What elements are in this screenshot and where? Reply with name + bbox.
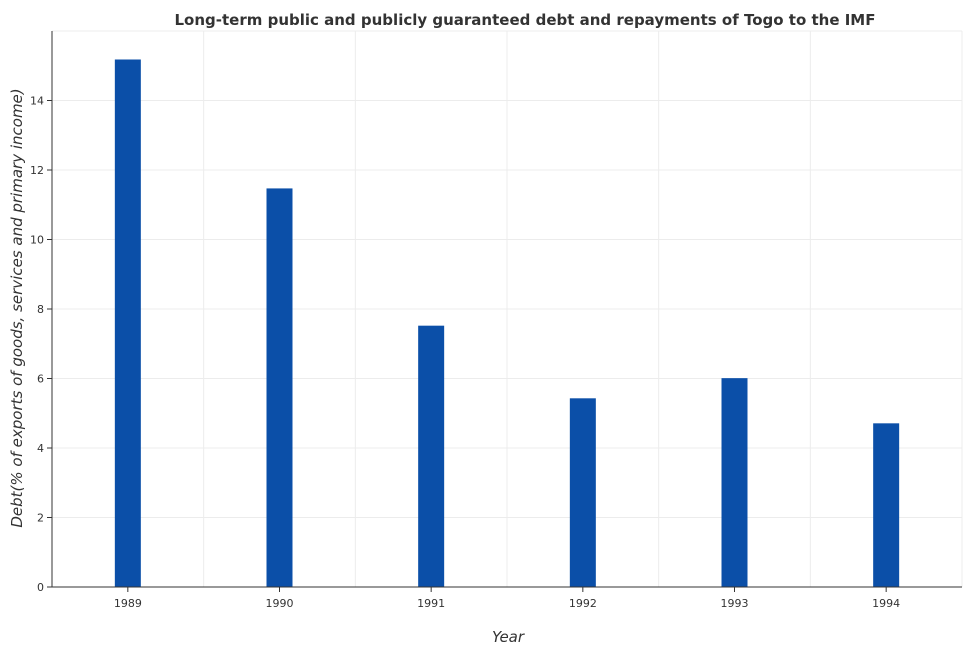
y-tick-label: 2 bbox=[37, 512, 44, 525]
bar-1990 bbox=[266, 188, 293, 588]
y-tick-label: 8 bbox=[37, 303, 44, 316]
x-tick-label: 1991 bbox=[417, 597, 445, 610]
y-tick-label: 14 bbox=[30, 95, 44, 108]
x-tick-label: 1993 bbox=[721, 597, 749, 610]
x-tick-label: 1994 bbox=[872, 597, 900, 610]
x-tick-label: 1990 bbox=[266, 597, 294, 610]
grid bbox=[51, 30, 963, 588]
bar-1989 bbox=[114, 59, 141, 588]
y-tick-label: 0 bbox=[37, 581, 44, 594]
x-tick-label: 1989 bbox=[114, 597, 142, 610]
y-tick-label: 12 bbox=[30, 164, 44, 177]
y-tick-label: 4 bbox=[37, 442, 44, 455]
bar-1994 bbox=[873, 423, 900, 587]
y-ticks: 0 2 4 6 8 10 12 14 bbox=[30, 95, 52, 594]
y-tick-label: 10 bbox=[30, 234, 44, 247]
bar-1991 bbox=[418, 325, 445, 587]
x-tick-label: 1992 bbox=[569, 597, 597, 610]
x-ticks: 1989 1990 1991 1992 1993 1994 bbox=[114, 587, 900, 610]
y-tick-label: 6 bbox=[37, 373, 44, 386]
x-axis-label: Year bbox=[492, 628, 525, 646]
bar-1992 bbox=[569, 398, 596, 587]
bar-1993 bbox=[721, 378, 748, 587]
y-axis-label: Debt(% of exports of goods, services and… bbox=[8, 88, 26, 527]
chart-title: Long-term public and publicly guaranteed… bbox=[174, 11, 875, 29]
bars bbox=[114, 59, 900, 588]
